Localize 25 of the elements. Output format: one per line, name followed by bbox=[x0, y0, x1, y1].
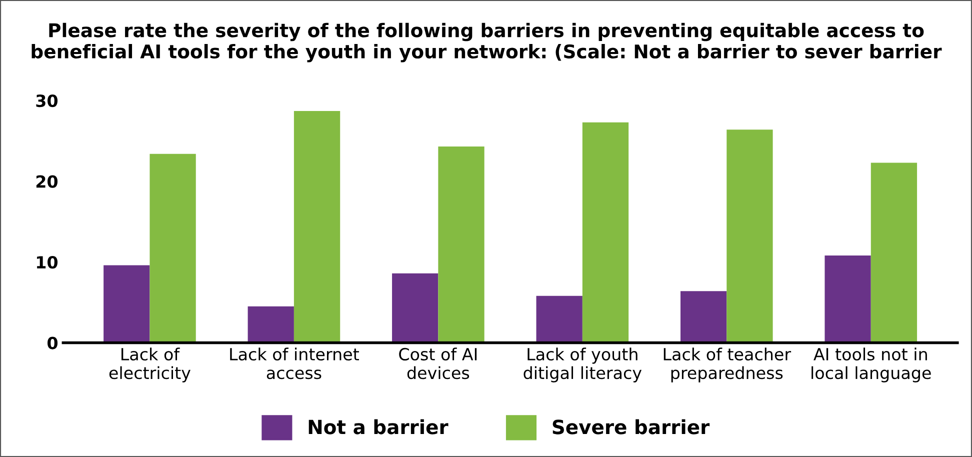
legend-label: Not a barrier bbox=[308, 419, 448, 434]
x-tick-label: Lack of teacher preparedness bbox=[664, 348, 792, 382]
y-tick-label: 0 bbox=[48, 336, 58, 350]
x-tick-label: Lack of youth ditigal literacy bbox=[524, 348, 642, 382]
bar bbox=[294, 111, 340, 343]
bar bbox=[248, 306, 294, 343]
y-tick-label: 10 bbox=[37, 256, 58, 269]
x-tick-label: Lack of internet access bbox=[230, 348, 359, 380]
bar bbox=[150, 154, 196, 343]
chart-title: Please rate the severity of the following barriers in preventing equitable access to beneficial AI tools for the youth in your network: (Scale: Not a barrier to sever barrier bbox=[32, 22, 942, 62]
bar bbox=[392, 273, 438, 343]
bar bbox=[726, 130, 773, 343]
bar bbox=[680, 291, 727, 343]
bar bbox=[438, 146, 484, 343]
bar bbox=[870, 162, 918, 343]
legend-label: Severe barrier bbox=[552, 419, 710, 434]
x-tick-label: Cost of AI devices bbox=[399, 348, 477, 380]
bar bbox=[824, 256, 871, 343]
y-tick-label: 30 bbox=[36, 94, 58, 108]
bar bbox=[536, 296, 582, 343]
bar bbox=[582, 122, 629, 343]
x-tick-label: AI tools not in local language bbox=[812, 348, 931, 382]
x-tick-label: Lack of electricity bbox=[109, 348, 190, 382]
y-tick-label: 20 bbox=[36, 175, 58, 188]
bar bbox=[104, 265, 150, 343]
